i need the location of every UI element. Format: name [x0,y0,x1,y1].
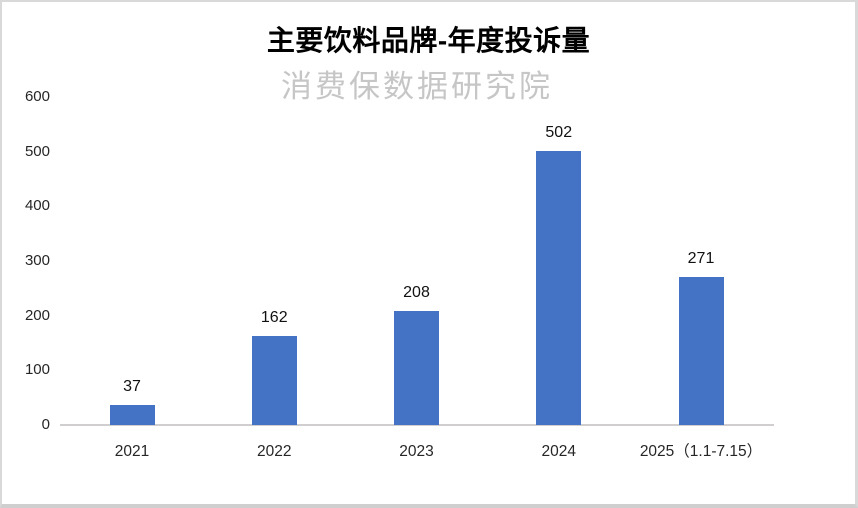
y-axis-tick-label: 500 [24,142,50,160]
x-axis-label-2022: 2022 [257,443,292,460]
bar-2023 [394,311,439,425]
data-label-2025（1.1-7.15）: 271 [687,249,715,267]
bar-2022 [251,336,297,425]
x-axis-label-2024: 2024 [541,443,576,460]
y-axis-tick-label: 200 [24,306,50,324]
data-label-2022: 162 [260,309,288,327]
bar-2021 [109,404,155,425]
y-axis-tick-label: 100 [24,361,50,379]
x-axis-label-2021: 2021 [114,443,150,460]
bar-2025（1.1-7.15） [678,276,724,425]
data-label-2021: 37 [123,377,141,395]
data-label-2024: 502 [545,123,573,141]
y-axis-tick-label: 600 [24,88,50,105]
x-axis-label-2025（1.1-7.15）: 2025（1.1-7.15） [639,443,763,460]
y-axis-tick-label: 400 [24,197,50,215]
x-axis-label-2023: 2023 [399,443,434,460]
x-axis-line [60,424,774,426]
watermark-text: 消费保数据研究院 [281,69,553,104]
y-axis-tick-label: 0 [41,416,50,433]
data-label-2023: 208 [403,284,430,302]
bar-2024 [536,150,582,425]
chart-title: 主要饮料品牌-年度投诉量 [266,25,591,56]
y-axis-tick-label: 300 [24,252,50,269]
